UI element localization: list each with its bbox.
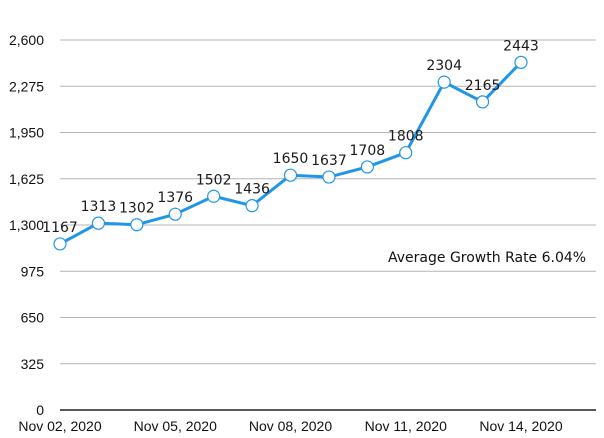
data-label: 1302	[119, 201, 155, 217]
data-point	[322, 170, 336, 184]
y-tick-label: 0	[36, 402, 44, 418]
data-label: 1650	[273, 151, 309, 167]
y-tick-label: 2,600	[9, 32, 44, 48]
y-tick-label: 2,275	[9, 78, 44, 94]
data-point	[207, 189, 221, 203]
data-point	[91, 216, 106, 230]
y-tick-label: 1,300	[9, 217, 44, 233]
y-tick-label: 1,950	[9, 125, 44, 141]
data-point	[399, 146, 413, 160]
y-tick-label: 1,625	[9, 171, 44, 187]
data-point	[360, 160, 374, 174]
data-label: 1167	[42, 220, 78, 236]
y-tick-label: 650	[21, 310, 45, 326]
data-point	[283, 168, 298, 182]
data-point	[130, 218, 144, 232]
data-point	[53, 237, 67, 251]
x-tick-label: Nov 14, 2020	[479, 418, 562, 434]
data-point	[245, 199, 259, 213]
x-tick-label: Nov 11, 2020	[365, 418, 447, 434]
y-axis-ticks: 0 325 650 975 1,300 1,625 1,950 2,275 2,600	[9, 32, 44, 418]
y-tick-label: 325	[21, 356, 45, 372]
data-label: 1313	[81, 199, 117, 215]
x-tick-label: Nov 02, 2020	[18, 418, 101, 434]
data-label: 1376	[157, 190, 193, 206]
x-axis-ticks: Nov 02, 2020 Nov 05, 2020 Nov 08, 2020 Nov …	[18, 418, 562, 434]
data-label: 1436	[234, 182, 270, 198]
data-label: 2443	[503, 38, 539, 54]
data-label: 1808	[388, 129, 424, 145]
data-label: 1502	[196, 172, 232, 188]
data-point	[437, 75, 451, 89]
data-point	[475, 95, 490, 109]
data-label: 1637	[311, 153, 347, 169]
y-tick-label: 975	[21, 263, 45, 279]
data-label: 2304	[426, 58, 462, 74]
x-tick-label: Nov 08, 2020	[249, 418, 332, 434]
series-layer	[53, 55, 528, 251]
data-label: 1708	[350, 143, 386, 159]
growth-rate-annotation: Average Growth Rate 6.04%	[388, 250, 586, 266]
data-point	[168, 207, 182, 221]
data-label: 2165	[465, 78, 501, 94]
data-point	[514, 55, 528, 69]
x-tick-label: Nov 05, 2020	[134, 418, 217, 434]
